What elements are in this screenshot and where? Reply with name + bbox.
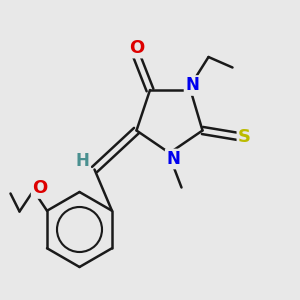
Text: S: S xyxy=(238,128,251,146)
Text: N: N xyxy=(166,150,180,168)
Text: O: O xyxy=(32,179,47,197)
Text: H: H xyxy=(76,152,89,169)
Text: N: N xyxy=(185,76,199,94)
Text: O: O xyxy=(129,39,144,57)
